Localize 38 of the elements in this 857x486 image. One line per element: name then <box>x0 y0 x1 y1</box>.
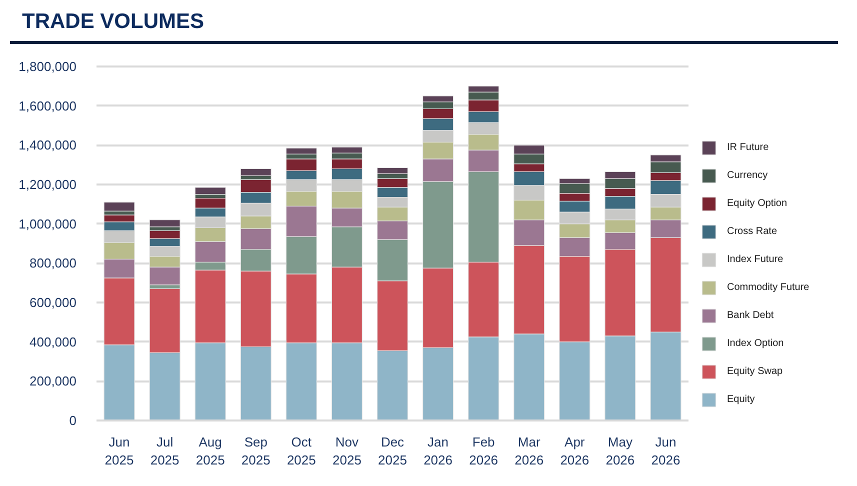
x-tick-label: Jun 2025 <box>104 434 134 468</box>
x-tick-label: Jul 2025 <box>150 434 180 468</box>
bar <box>104 202 135 212</box>
x-tick-label: Apr 2026 <box>560 434 590 468</box>
x-tick-label: Oct 2025 <box>286 434 316 468</box>
x-tick-label: Feb 2026 <box>469 434 498 468</box>
chart-title: TRADE VOLUMES <box>22 9 204 35</box>
y-tick-label: 1,800,000 <box>18 58 77 74</box>
x-tick-label: Jun 2026 <box>651 434 680 468</box>
legend-label: Equity Option <box>727 197 788 211</box>
x-tick-label: Dec 2025 <box>378 434 407 468</box>
bar <box>240 168 272 176</box>
legend-label: Equity Swap <box>727 365 783 379</box>
legend-label: Currency <box>727 169 768 183</box>
y-tick-label: 1,000,000 <box>18 216 77 232</box>
legend-label: Commodity Future <box>727 281 810 295</box>
y-tick-label: 1,600,000 <box>18 98 77 114</box>
legend-label: IR Future <box>727 141 769 155</box>
x-tick-label: Nov 2025 <box>332 434 362 468</box>
x-tick-label: Sep 2025 <box>241 434 270 468</box>
bar <box>149 220 180 228</box>
y-tick-label: 0 <box>69 413 77 428</box>
y-tick-label: 1,200,000 <box>18 176 77 192</box>
legend-label: Index Future <box>727 253 784 267</box>
x-tick-label: Aug 2025 <box>196 434 225 468</box>
legend-label: Bank Debt <box>727 309 774 323</box>
y-tick-label: 200,000 <box>30 374 77 389</box>
legend-label: Index Option <box>727 337 784 351</box>
legend-label: Cross Rate <box>727 225 778 239</box>
x-tick-label: May 2026 <box>606 434 635 468</box>
legend-label: Equity <box>727 393 755 407</box>
y-tick-label: 800,000 <box>30 256 77 271</box>
x-tick-label: Jan 2026 <box>424 434 452 468</box>
y-tick-label: 1,400,000 <box>18 138 77 153</box>
x-tick-label: Mar 2026 <box>514 434 544 468</box>
y-tick-label: 400,000 <box>30 334 77 350</box>
bar <box>194 187 226 195</box>
y-tick-label: 600,000 <box>30 294 77 310</box>
